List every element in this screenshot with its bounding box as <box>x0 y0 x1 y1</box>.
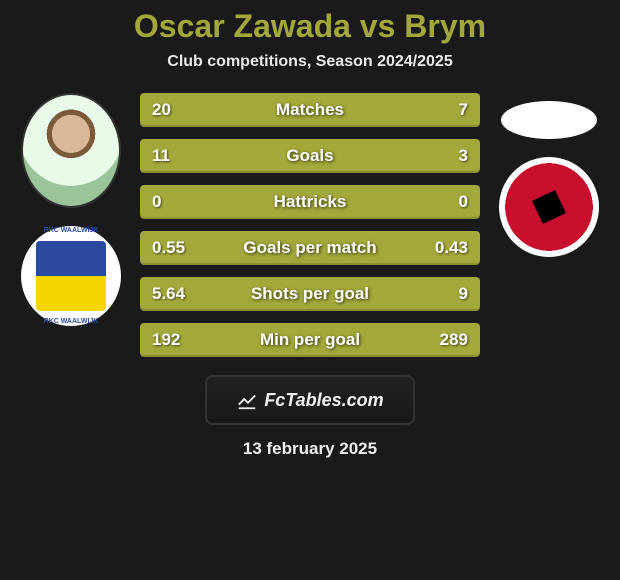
player-photo-right <box>501 101 597 139</box>
stat-right-value: 3 <box>459 146 468 166</box>
player-photo-left <box>21 93 121 208</box>
subtitle: Club competitions, Season 2024/2025 <box>0 53 620 71</box>
comparison-card: Oscar Zawada vs Brym Club competitions, … <box>0 0 620 459</box>
stat-label: Goals per match <box>243 238 376 258</box>
chart-icon <box>236 389 258 411</box>
stat-left-value: 0 <box>152 192 161 212</box>
stat-right-value: 0 <box>459 192 468 212</box>
stat-right-value: 289 <box>440 330 468 350</box>
main-row: 20 Matches 7 11 Goals 3 0 Hattricks 0 0.… <box>0 93 620 357</box>
stat-label: Min per goal <box>260 330 360 350</box>
stat-label: Hattricks <box>274 192 347 212</box>
brand-text: FcTables.com <box>264 390 383 411</box>
stat-row-goals: 11 Goals 3 <box>140 139 480 173</box>
page-title: Oscar Zawada vs Brym <box>0 8 620 45</box>
stat-row-goals-per-match: 0.55 Goals per match 0.43 <box>140 231 480 265</box>
stat-label: Shots per goal <box>251 284 369 304</box>
stat-row-min-per-goal: 192 Min per goal 289 <box>140 323 480 357</box>
stat-row-matches: 20 Matches 7 <box>140 93 480 127</box>
stat-right-value: 9 <box>459 284 468 304</box>
stats-column: 20 Matches 7 11 Goals 3 0 Hattricks 0 0.… <box>140 93 480 357</box>
date-text: 13 february 2025 <box>0 439 620 459</box>
stat-label: Goals <box>286 146 333 166</box>
stat-row-hattricks: 0 Hattricks 0 <box>140 185 480 219</box>
stat-row-shots-per-goal: 5.64 Shots per goal 9 <box>140 277 480 311</box>
right-column <box>494 93 604 257</box>
club-logo-right <box>499 157 599 257</box>
stat-left-value: 0.55 <box>152 238 185 258</box>
stat-left-value: 20 <box>152 100 171 120</box>
left-column <box>16 93 126 326</box>
stat-left-value: 5.64 <box>152 284 185 304</box>
stat-right-value: 0.43 <box>435 238 468 258</box>
stat-left-value: 192 <box>152 330 180 350</box>
club-logo-left <box>21 226 121 326</box>
stat-left-value: 11 <box>152 146 170 166</box>
club-crest-icon <box>36 241 106 311</box>
stat-right-value: 7 <box>459 100 468 120</box>
stat-label: Matches <box>276 100 344 120</box>
brand-badge[interactable]: FcTables.com <box>205 375 415 425</box>
